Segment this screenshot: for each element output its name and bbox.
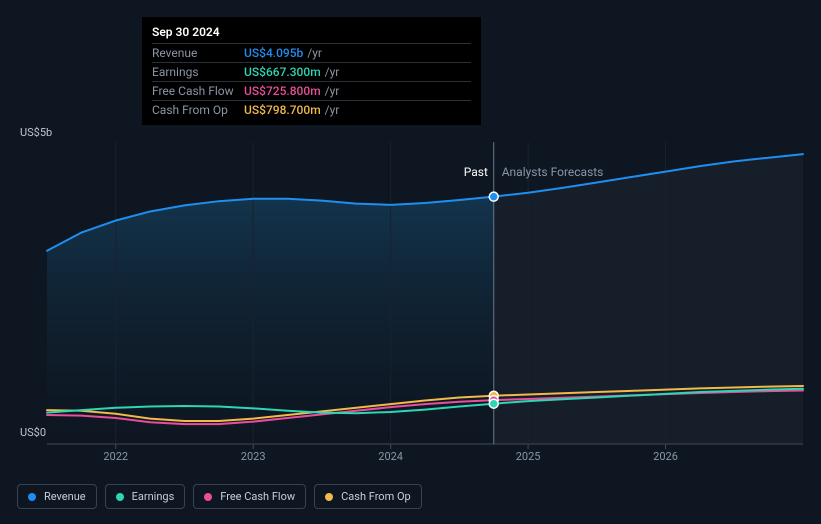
chart-legend: Revenue Earnings Free Cash Flow Cash From O… [17, 484, 422, 509]
tooltip-metric-value: US$798.700m [244, 103, 321, 117]
tooltip-metric-value: US$4.095b [244, 46, 303, 60]
tooltip-row: RevenueUS$4.095b/yr [152, 43, 471, 62]
legend-item-free-cash-flow[interactable]: Free Cash Flow [193, 484, 306, 509]
legend-dot [116, 493, 124, 501]
legend-dot [204, 493, 212, 501]
legend-dot [28, 493, 36, 501]
legend-item-revenue[interactable]: Revenue [17, 484, 97, 509]
past-period-label: Past [464, 165, 488, 179]
legend-label: Cash From Op [341, 490, 411, 503]
tooltip-row: Free Cash FlowUS$725.800m/yr [152, 81, 471, 100]
tooltip-metric-label: Revenue [152, 46, 244, 60]
tooltip-metric-suffix: /yr [307, 46, 322, 60]
tooltip-metric-value: US$725.800m [244, 84, 321, 98]
legend-item-cash-from-op[interactable]: Cash From Op [314, 484, 422, 509]
x-axis-tick-label: 2026 [653, 450, 678, 463]
tooltip-metric-suffix: /yr [325, 103, 340, 117]
tooltip-metric-label: Free Cash Flow [152, 84, 244, 98]
tooltip-metric-label: Cash From Op [152, 103, 244, 117]
x-axis-tick-label: 2024 [378, 450, 403, 463]
tooltip-metric-value: US$667.300m [244, 65, 321, 79]
legend-item-earnings[interactable]: Earnings [105, 484, 186, 509]
legend-dot [325, 493, 333, 501]
plot-area: Past Analysts Forecasts [47, 142, 803, 444]
tooltip-date: Sep 30 2024 [152, 25, 471, 43]
x-axis-tick-label: 2022 [103, 450, 128, 463]
tooltip-row: EarningsUS$667.300m/yr [152, 62, 471, 81]
y-axis-min-label: US$0 [20, 426, 46, 439]
tooltip-metric-label: Earnings [152, 65, 244, 79]
legend-label: Revenue [44, 490, 86, 503]
forecast-period-label: Analysts Forecasts [502, 165, 604, 179]
earnings-revenue-chart: US$5b US$0 Past Analysts Forecasts 2022 2… [17, 126, 803, 481]
chart-tooltip: Sep 30 2024 RevenueUS$4.095b/yrEarningsU… [142, 17, 481, 125]
legend-label: Free Cash Flow [220, 490, 295, 503]
x-axis-tick-label: 2023 [241, 450, 266, 463]
tooltip-row: Cash From OpUS$798.700m/yr [152, 100, 471, 119]
y-axis-max-label: US$5b [20, 126, 52, 139]
tooltip-metric-suffix: /yr [325, 65, 340, 79]
x-axis-tick-label: 2025 [516, 450, 541, 463]
legend-label: Earnings [132, 490, 175, 503]
tooltip-metric-suffix: /yr [325, 84, 340, 98]
